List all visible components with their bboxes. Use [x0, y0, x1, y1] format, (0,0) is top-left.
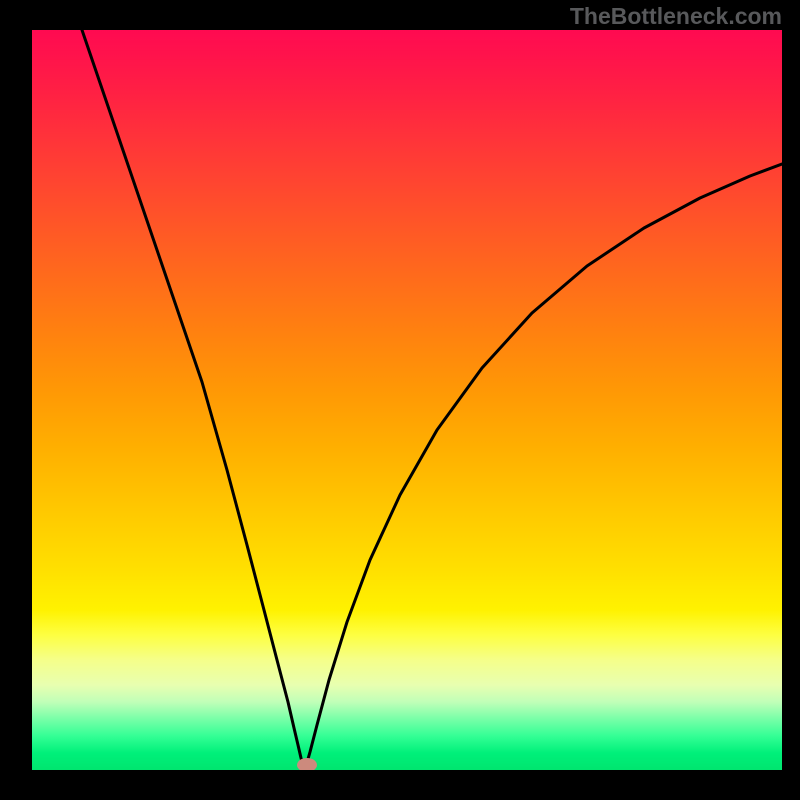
chart-root: TheBottleneck.com [0, 0, 800, 800]
curve-polyline [82, 30, 782, 769]
optimum-marker [297, 758, 317, 770]
plot-area [32, 30, 782, 770]
bottleneck-curve [32, 30, 782, 770]
